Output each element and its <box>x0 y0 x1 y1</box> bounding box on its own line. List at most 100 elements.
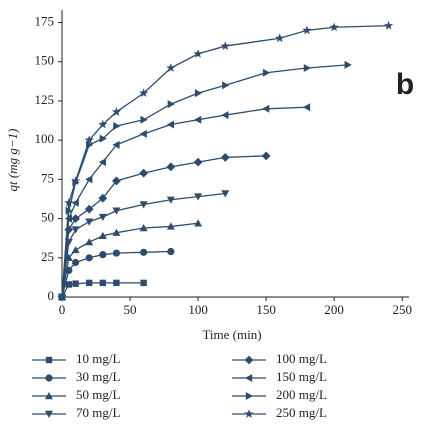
marker <box>166 162 176 172</box>
marker <box>111 107 121 116</box>
y-tick-label: 50 <box>41 210 54 225</box>
marker <box>139 201 148 209</box>
marker <box>98 119 108 129</box>
legend-label: 70 mg/L <box>76 405 120 420</box>
legend-marker <box>244 355 254 365</box>
marker <box>221 111 229 120</box>
series-line <box>61 106 307 298</box>
marker <box>72 258 80 267</box>
marker <box>85 175 93 184</box>
marker <box>71 245 80 254</box>
marker <box>112 228 121 236</box>
marker <box>112 140 120 149</box>
marker <box>140 279 147 287</box>
marker <box>57 292 67 301</box>
marker <box>85 254 93 262</box>
marker <box>98 193 108 203</box>
legend-marker <box>45 374 53 382</box>
marker <box>384 20 394 30</box>
marker <box>139 88 149 98</box>
marker <box>64 225 74 234</box>
y-tick-label: 100 <box>35 131 55 146</box>
marker <box>86 279 93 287</box>
marker <box>84 204 94 214</box>
marker <box>85 218 94 226</box>
legend-label: 100 mg/L <box>276 351 327 366</box>
x-tick-label: 50 <box>124 302 137 317</box>
marker <box>84 135 94 145</box>
marker <box>65 206 73 215</box>
marker <box>275 33 285 43</box>
legend-label: 30 mg/L <box>76 369 120 384</box>
marker <box>139 168 149 178</box>
marker <box>194 219 203 227</box>
marker <box>167 247 175 256</box>
marker <box>65 281 73 288</box>
marker <box>140 248 148 256</box>
marker <box>85 238 94 246</box>
marker <box>221 190 230 198</box>
series-line <box>61 64 348 298</box>
marker <box>112 176 121 186</box>
x-tick-label: 200 <box>324 302 344 317</box>
x-tick-label: 150 <box>256 302 276 317</box>
marker <box>262 104 270 113</box>
y-tick-label: 25 <box>41 249 54 264</box>
legend-marker <box>245 374 253 382</box>
marker <box>193 157 203 167</box>
marker <box>99 251 107 259</box>
marker <box>99 134 107 143</box>
marker <box>71 176 81 185</box>
marker <box>329 22 339 32</box>
legend-label: 200 mg/L <box>276 387 327 402</box>
marker <box>166 196 175 204</box>
marker <box>71 214 81 223</box>
y-tick-label: 75 <box>41 170 54 185</box>
marker <box>166 120 175 129</box>
series-line <box>61 192 226 298</box>
marker <box>71 198 79 207</box>
marker <box>220 153 230 162</box>
y-tick-label: 125 <box>35 92 55 107</box>
y-tick-label: 0 <box>48 288 55 303</box>
legend-marker <box>45 392 53 400</box>
y-tick-label: 150 <box>35 53 55 68</box>
marker <box>139 223 148 232</box>
marker <box>194 89 203 98</box>
marker <box>167 100 175 109</box>
series-line <box>61 250 171 298</box>
legend-label: 50 mg/L <box>76 387 120 402</box>
panel-label: b <box>396 68 414 101</box>
marker <box>222 81 230 90</box>
marker <box>220 41 230 50</box>
legend-label: 250 mg/L <box>276 405 327 420</box>
legend-marker <box>45 410 53 418</box>
marker <box>98 231 107 240</box>
marker <box>166 63 176 72</box>
x-tick-label: 0 <box>59 302 66 317</box>
marker <box>262 68 271 77</box>
marker <box>302 103 311 112</box>
legend-marker <box>45 356 53 364</box>
legend-marker <box>244 409 254 418</box>
marker <box>166 222 175 230</box>
marker <box>72 280 79 287</box>
y-axis-label: qt (mg g−1) <box>5 129 20 192</box>
x-axis-label: Time (min) <box>202 327 261 342</box>
legend-marker <box>245 392 253 400</box>
marker <box>139 129 147 138</box>
marker <box>194 193 203 201</box>
series-line <box>61 25 389 298</box>
marker <box>98 213 107 222</box>
marker <box>261 151 271 161</box>
x-tick-label: 250 <box>392 302 412 317</box>
marker <box>113 122 121 131</box>
marker <box>302 25 312 35</box>
legend-label: 10 mg/L <box>76 351 120 366</box>
marker <box>113 279 120 287</box>
marker <box>112 249 121 257</box>
x-tick-label: 100 <box>188 302 208 317</box>
marker <box>344 60 352 69</box>
marker <box>193 49 203 58</box>
